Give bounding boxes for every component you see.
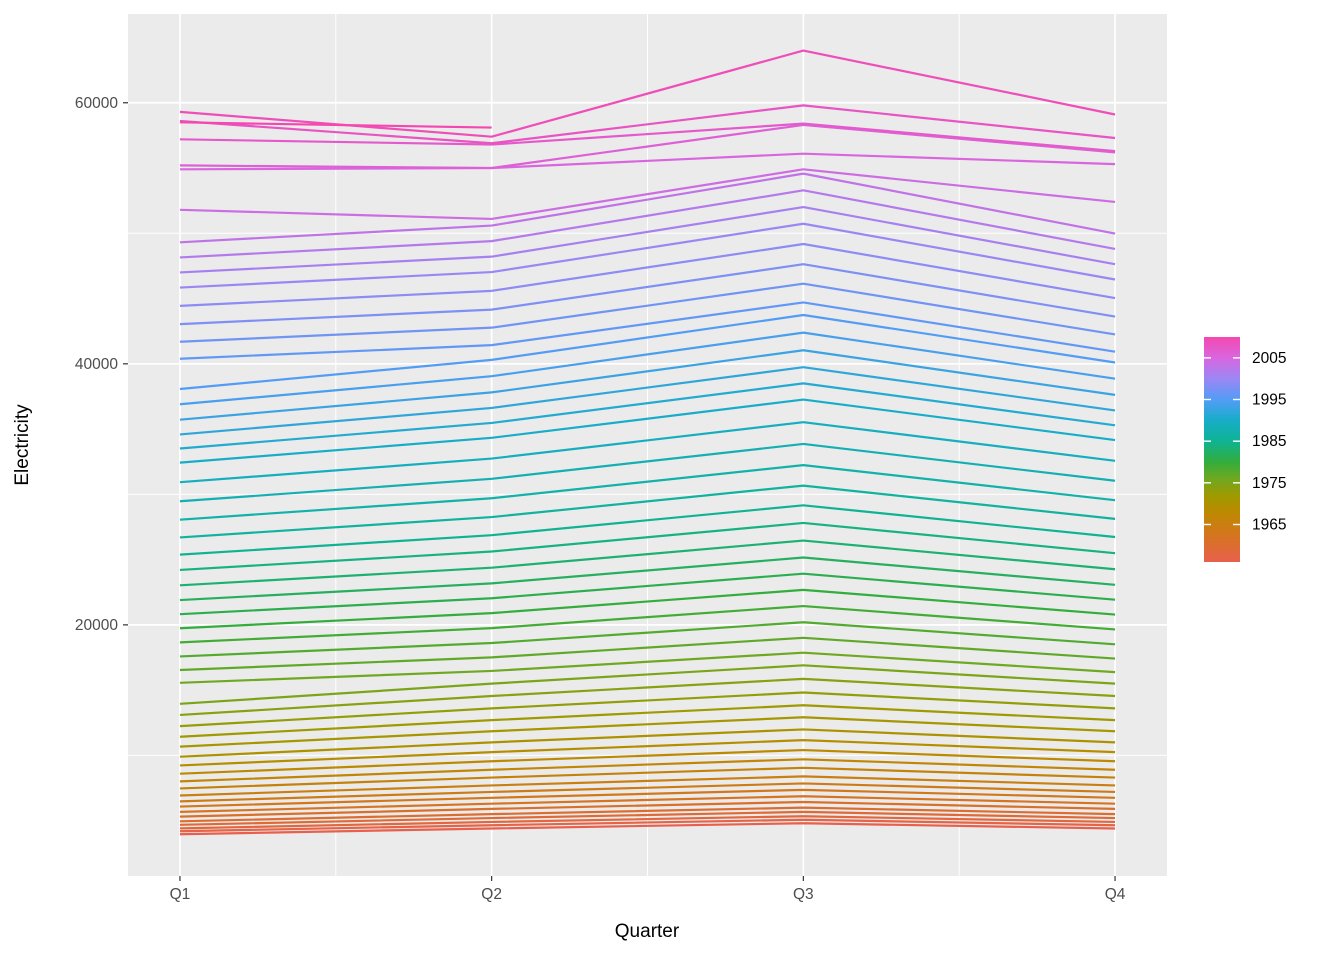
year-line-1969 (179, 739, 1116, 767)
year-line-1996 (179, 301, 1116, 360)
year-line-1958 (179, 815, 1116, 830)
year-line-1977 (179, 636, 1116, 672)
x-tick-label: Q1 (170, 886, 191, 903)
legend-tick-labels: 2005 1995 1985 1975 1965 (1252, 350, 1286, 534)
year-line-1979 (179, 604, 1116, 644)
x-tick-label: Q4 (1105, 886, 1126, 903)
year-line-2007 (179, 122, 1116, 153)
year-line-1966 (179, 766, 1116, 790)
year-line-1970 (179, 728, 1116, 758)
year-line-1962 (179, 795, 1116, 814)
year-line-1960 (179, 806, 1116, 823)
year-line-1994 (179, 331, 1116, 406)
year-line-1975 (179, 664, 1116, 705)
year-line-1972 (179, 704, 1116, 738)
year-line-1961 (179, 800, 1116, 818)
year-line-1990 (179, 398, 1116, 464)
legend-tick-label: 1975 (1252, 475, 1286, 492)
year-line-1997 (179, 282, 1116, 343)
year-line-2004 (179, 168, 1116, 221)
year-line-2001 (179, 205, 1116, 274)
year-line-1983 (179, 539, 1116, 587)
legend-tick-label: 1985 (1252, 433, 1286, 450)
year-line-1968 (179, 748, 1116, 775)
year-line-2002 (179, 189, 1116, 259)
year-line-2003 (179, 172, 1116, 244)
legend-colorbar (1204, 337, 1240, 562)
year-line-1987 (179, 464, 1116, 521)
year-line-2000 (179, 222, 1116, 289)
year-line-1971 (179, 716, 1116, 748)
year-line-1989 (179, 421, 1116, 484)
year-line-2010 (179, 121, 492, 129)
axis-tick-marks (123, 102, 1116, 881)
year-line-1973 (179, 691, 1116, 728)
year-line-1981 (179, 572, 1116, 616)
y-tick-label: 40000 (75, 356, 118, 373)
year-line-2008 (179, 104, 1116, 145)
year-line-1967 (179, 758, 1116, 783)
y-tick-label: 20000 (75, 617, 118, 634)
y-tick-label: 60000 (75, 95, 118, 112)
year-line-1999 (179, 242, 1116, 307)
color-legend: 2005 1995 1985 1975 1965 (1204, 337, 1286, 562)
axis-tick-labels: 20000 40000 60000 Q1 Q2 Q3 Q4 (75, 95, 1126, 903)
year-line-1982 (179, 556, 1116, 602)
year-line-1998 (179, 263, 1116, 326)
legend-tick-marks (1204, 357, 1240, 526)
year-line-1988 (179, 442, 1116, 503)
year-line-1986 (179, 484, 1116, 539)
year-line-2005 (179, 152, 1116, 171)
legend-tick-label: 2005 (1252, 350, 1286, 367)
x-axis-title: Quarter (615, 921, 680, 942)
year-line-1959 (179, 810, 1116, 826)
series-lines (179, 49, 1116, 836)
year-line-1974 (179, 677, 1116, 717)
year-line-1980 (179, 588, 1116, 630)
legend-tick-label: 1965 (1252, 517, 1286, 534)
year-line-1984 (179, 521, 1116, 572)
year-line-1992 (179, 366, 1116, 436)
legend-tick-label: 1995 (1252, 392, 1286, 409)
minor-gridlines (128, 14, 1167, 876)
year-line-1956 (179, 822, 1116, 836)
year-line-1957 (179, 818, 1116, 833)
year-line-1993 (179, 349, 1116, 421)
year-line-1995 (179, 313, 1116, 391)
year-line-2006 (179, 123, 1116, 170)
year-line-1963 (179, 788, 1116, 808)
y-axis-title: Electricity (12, 404, 33, 486)
year-line-1964 (179, 782, 1116, 803)
year-line-1978 (179, 621, 1116, 658)
year-line-1976 (179, 651, 1116, 684)
year-line-1985 (179, 504, 1116, 556)
year-line-1991 (179, 382, 1116, 450)
x-tick-label: Q2 (481, 886, 502, 903)
year-line-1965 (179, 775, 1116, 797)
x-tick-label: Q3 (793, 886, 814, 903)
